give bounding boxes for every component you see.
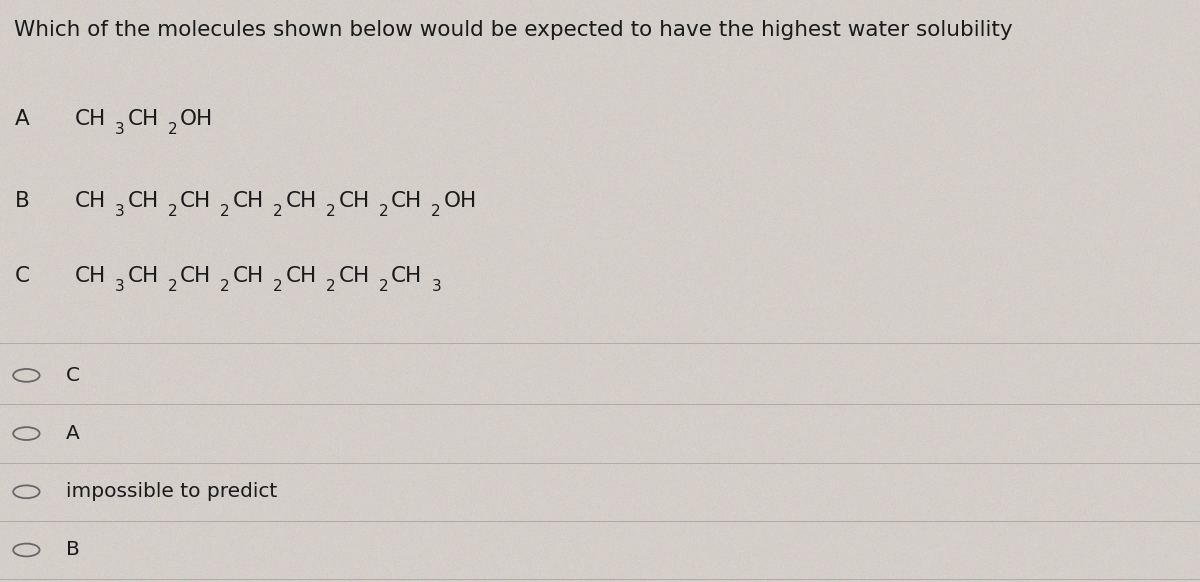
- Text: CH: CH: [286, 191, 317, 211]
- Text: 2: 2: [221, 204, 230, 219]
- Text: CH: CH: [127, 191, 158, 211]
- Text: A: A: [66, 424, 79, 443]
- Text: CH: CH: [233, 267, 264, 286]
- Text: A: A: [14, 109, 29, 129]
- Text: 2: 2: [326, 279, 336, 294]
- Text: CH: CH: [338, 191, 370, 211]
- Text: CH: CH: [391, 191, 422, 211]
- Text: 3: 3: [115, 122, 125, 137]
- Text: OH: OH: [180, 109, 214, 129]
- Text: CH: CH: [391, 267, 422, 286]
- Text: 2: 2: [326, 204, 336, 219]
- Text: Which of the molecules shown below would be expected to have the highest water s: Which of the molecules shown below would…: [14, 20, 1013, 40]
- Text: CH: CH: [180, 267, 211, 286]
- Text: B: B: [14, 191, 29, 211]
- Text: 2: 2: [221, 279, 230, 294]
- Text: CH: CH: [74, 109, 106, 129]
- Text: 2: 2: [378, 204, 389, 219]
- Text: 2: 2: [168, 122, 178, 137]
- Text: 2: 2: [168, 204, 178, 219]
- Text: OH: OH: [444, 191, 478, 211]
- Text: 3: 3: [431, 279, 442, 294]
- Text: CH: CH: [233, 191, 264, 211]
- Text: 2: 2: [274, 279, 283, 294]
- Text: 3: 3: [115, 279, 125, 294]
- Text: 2: 2: [168, 279, 178, 294]
- Text: CH: CH: [286, 267, 317, 286]
- Text: 3: 3: [115, 204, 125, 219]
- Text: CH: CH: [338, 267, 370, 286]
- Text: CH: CH: [127, 267, 158, 286]
- Text: C: C: [14, 267, 29, 286]
- Text: 2: 2: [274, 204, 283, 219]
- Text: impossible to predict: impossible to predict: [66, 482, 277, 501]
- Text: CH: CH: [74, 191, 106, 211]
- Text: 2: 2: [378, 279, 389, 294]
- Text: C: C: [66, 366, 80, 385]
- Text: CH: CH: [74, 267, 106, 286]
- Text: 2: 2: [431, 204, 440, 219]
- Text: B: B: [66, 541, 79, 559]
- Text: CH: CH: [127, 109, 158, 129]
- Text: CH: CH: [180, 191, 211, 211]
